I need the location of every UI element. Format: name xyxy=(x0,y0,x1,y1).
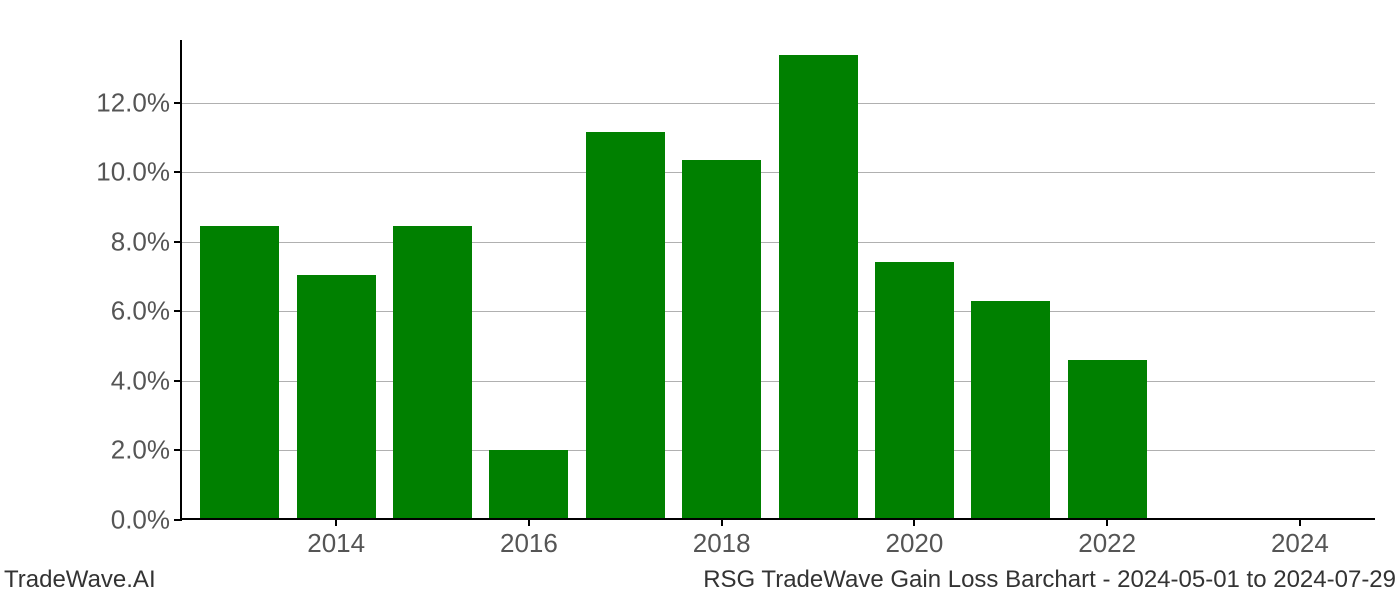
bar-2016 xyxy=(489,450,568,518)
bar-2015 xyxy=(393,226,472,518)
chart-container: 0.0% 2.0% 4.0% 6.0% 8.0% 10.0% 12.0% 2014 2016 20… xyxy=(0,0,1400,600)
y-tick-label: 6.0% xyxy=(111,296,182,327)
y-tick-label: 4.0% xyxy=(111,365,182,396)
x-tick-label: 2014 xyxy=(307,518,365,559)
y-tick-label: 10.0% xyxy=(96,157,182,188)
y-tick-label: 12.0% xyxy=(96,87,182,118)
footer-left-text: TradeWave.AI xyxy=(4,566,156,594)
bar-2021 xyxy=(971,301,1050,518)
footer-right-text: RSG TradeWave Gain Loss Barchart - 2024-… xyxy=(703,566,1396,594)
y-tick-label: 2.0% xyxy=(111,435,182,466)
y-tick-label: 8.0% xyxy=(111,226,182,257)
y-tick-label: 0.0% xyxy=(111,505,182,536)
x-tick-label: 2022 xyxy=(1078,518,1136,559)
bar-2017 xyxy=(586,132,665,518)
bar-2022 xyxy=(1068,360,1147,518)
bar-2020 xyxy=(875,262,954,518)
bar-2018 xyxy=(682,160,761,518)
bar-2019 xyxy=(779,55,858,518)
x-tick-label: 2018 xyxy=(693,518,751,559)
x-tick-label: 2020 xyxy=(885,518,943,559)
x-tick-label: 2016 xyxy=(500,518,558,559)
bar-2013 xyxy=(200,226,279,518)
x-tick-label: 2024 xyxy=(1271,518,1329,559)
plot-area: 0.0%2.0%4.0%6.0%8.0%10.0%12.0%2014201620… xyxy=(180,40,1375,520)
bar-2014 xyxy=(297,275,376,518)
